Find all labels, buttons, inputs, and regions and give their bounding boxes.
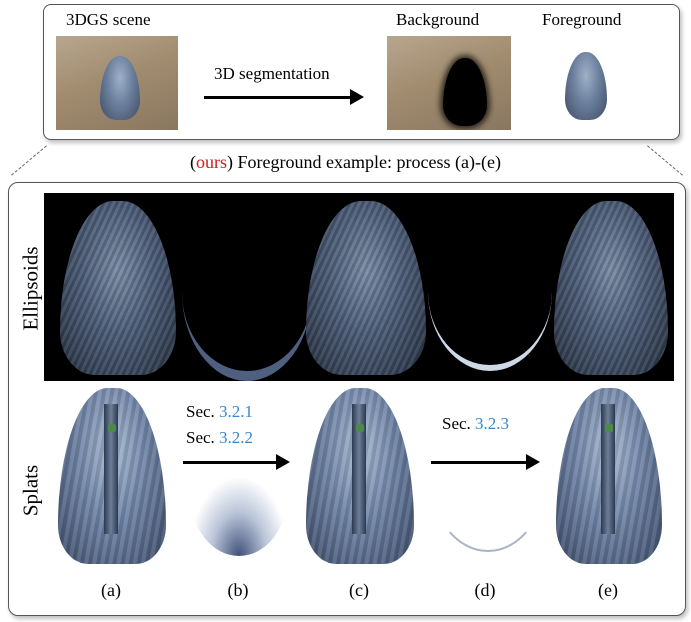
splat-c-stem [352, 404, 366, 534]
splat-d [430, 470, 546, 552]
section-ref-3-2-2: 3.2.2 [219, 428, 254, 447]
segmentation-arrow [204, 96, 352, 99]
row-label-splats: Splats [18, 464, 43, 517]
removed-object-hole [443, 58, 487, 126]
step-b-prefix-2: Sec. [186, 428, 220, 447]
caption-open-paren: ( [190, 152, 197, 172]
foreground-label: Foreground [542, 10, 622, 29]
foreground-photo [556, 36, 616, 130]
foreground-tower [565, 52, 607, 120]
row-label-ellipsoids: Ellipsoids [18, 246, 43, 331]
segmentation-label: 3D segmentation [214, 64, 330, 83]
caption-text: Foreground example: process (a)-(e) [233, 152, 501, 172]
step-d-prefix: Sec. [442, 414, 476, 433]
label-a: (a) [101, 580, 121, 600]
splat-c-detail [356, 424, 364, 432]
step-b-section-2: Sec. 3.2.2 [186, 428, 253, 448]
splat-e-stem [601, 404, 615, 534]
section-ref-3-2-1: 3.2.1 [219, 402, 254, 421]
step-b-arrowhead [276, 454, 290, 470]
label-b: (b) [227, 580, 249, 600]
step-b-prefix-1: Sec. [186, 402, 220, 421]
section-ref-3-2-3: 3.2.3 [475, 414, 510, 433]
scene-tower [100, 56, 140, 120]
ellipsoid-a [60, 201, 176, 375]
step-b-arrow [183, 461, 277, 464]
process-caption: (ours) Foreground example: process (a)-(… [0, 152, 691, 173]
step-d-arrowhead [526, 454, 540, 470]
background-label: Background [396, 10, 480, 29]
label-d: (d) [474, 580, 496, 600]
label-c: (c) [349, 580, 369, 600]
step-b-section-1: Sec. 3.2.1 [186, 402, 253, 422]
ellipsoid-c [306, 201, 426, 375]
splat-a-detail [108, 424, 116, 432]
ellipsoids-row [44, 193, 674, 381]
scene-photo [56, 36, 178, 130]
step-d-arrow [431, 461, 527, 464]
splat-a-stem [104, 404, 118, 534]
scene-label: 3DGS scene [66, 10, 151, 29]
caption-ours: ours [196, 152, 228, 172]
caption-close-paren: ) [227, 152, 234, 172]
background-photo [387, 36, 511, 130]
label-e: (e) [598, 580, 618, 600]
segmentation-arrowhead [350, 89, 364, 105]
ellipsoid-b [182, 203, 312, 381]
splat-e-detail [605, 424, 613, 432]
step-d-section: Sec. 3.2.3 [442, 414, 509, 434]
ellipsoid-d [428, 213, 552, 371]
ellipsoid-e [554, 201, 668, 375]
